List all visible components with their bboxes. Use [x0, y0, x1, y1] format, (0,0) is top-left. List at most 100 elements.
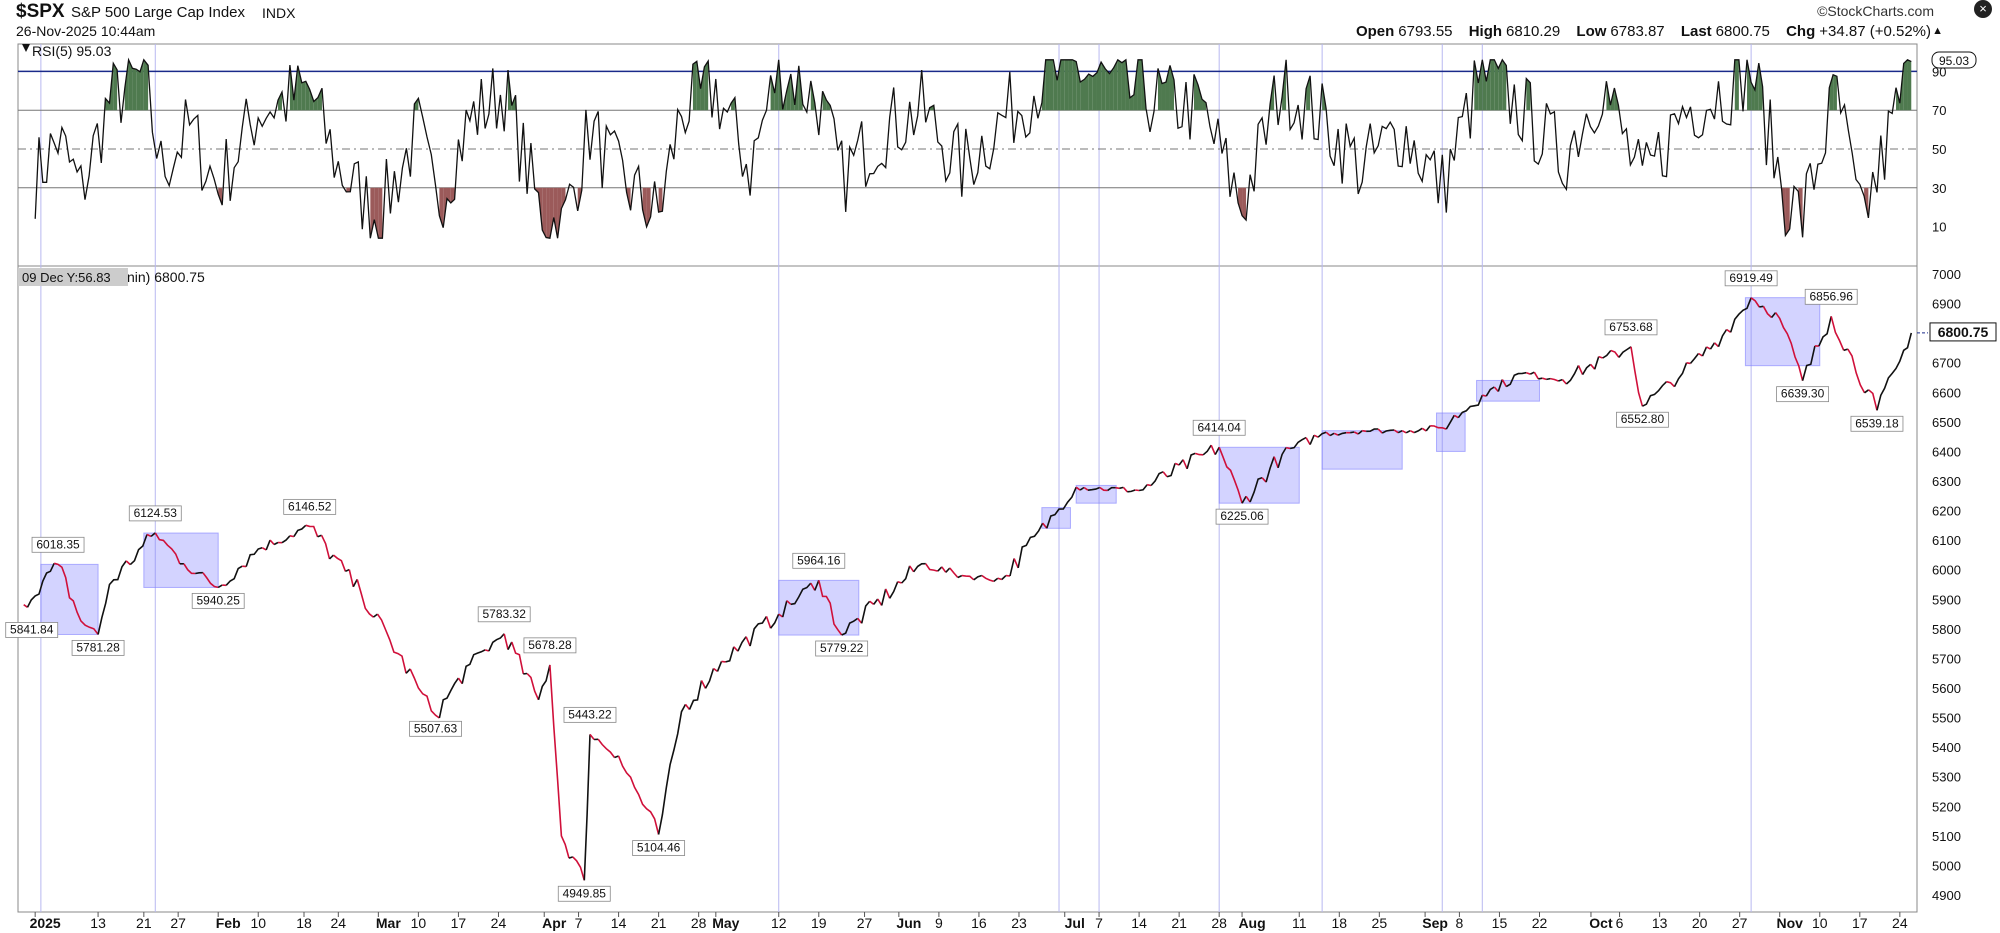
x-tick-label: 21 [136, 915, 152, 931]
x-tick-label: 17 [451, 915, 467, 931]
price-series-segment [614, 755, 619, 759]
x-tick-label: 18 [296, 915, 312, 931]
price-series-segment [869, 600, 875, 606]
rsi-overbought-fill [278, 91, 282, 111]
price-series-segment [1561, 379, 1567, 385]
rsi-oversold-fill [1242, 187, 1247, 221]
rsi-overbought-fill [1478, 59, 1483, 111]
price-tick-label: 6500 [1932, 415, 1961, 430]
price-annotation-box [557, 885, 611, 902]
price-annotation-box [632, 840, 686, 856]
price-series-segment [925, 563, 938, 572]
x-tick-label: 10 [411, 915, 427, 931]
price-series-segment [1538, 377, 1543, 380]
rsi-overbought-fill [1049, 59, 1054, 111]
price-annotation-box [792, 552, 846, 569]
price-series-segment [150, 532, 156, 538]
x-tick-label: 10 [1812, 915, 1828, 931]
x-tick-label: Sep [1422, 915, 1448, 931]
price-series-segment [289, 535, 295, 538]
rsi-overbought-fill [1060, 59, 1065, 111]
collapse-arrow-icon[interactable]: ▲ [1932, 25, 1943, 37]
rsi-overbought-fill [1137, 59, 1142, 111]
highlight-box [1321, 430, 1403, 470]
price-annotation-label: 6414.04 [1197, 420, 1241, 434]
price-series-segment [704, 668, 715, 689]
price-series-segment [1581, 363, 1592, 376]
price-series-segment [657, 704, 687, 835]
price-series-segment [1843, 348, 1849, 352]
price-tick-label: 5400 [1932, 740, 1961, 755]
price-annotation-box [477, 606, 531, 623]
x-tick-label: Feb [216, 915, 241, 931]
rsi-oversold-fill [450, 187, 455, 203]
rsi-overbought-fill [1053, 59, 1058, 111]
rsi-overbought-fill [1198, 84, 1203, 111]
price-series-segment [202, 572, 219, 589]
rsi-tick-label: 50 [1932, 142, 1946, 157]
rsi-marker-icon [22, 44, 30, 52]
rsi-oversold-fill [658, 187, 663, 213]
price-series-segment [457, 677, 463, 685]
price-series-segment [1618, 346, 1632, 358]
price-series-segment [597, 738, 616, 758]
price-series-segment [461, 649, 486, 684]
price-series-segment [1182, 459, 1188, 470]
brand-label[interactable]: ©StockCharts.com [1817, 3, 1934, 19]
price-series-segment [146, 533, 152, 538]
rsi-overbought-fill [1494, 59, 1499, 111]
last-value-tag [1929, 322, 1997, 342]
rsi-overbought-fill [1088, 74, 1093, 111]
price-series-segment [583, 734, 591, 881]
price-series-segment [901, 565, 911, 584]
price-series-segment [1277, 447, 1287, 469]
price-series-segment [810, 582, 816, 591]
price-series-segment [1729, 297, 1752, 333]
price-series-segment [1107, 486, 1116, 492]
price-series-segment [281, 535, 291, 544]
price-series-segment [97, 560, 127, 635]
rsi-oversold-fill [542, 187, 547, 238]
price-tick-label: 6100 [1932, 533, 1961, 548]
rsi-overbought-fill [700, 66, 705, 111]
price-series-segment [949, 567, 959, 579]
price-series-segment [884, 588, 891, 599]
x-tick-label: 2025 [30, 915, 61, 931]
price-series-segment [1666, 380, 1676, 388]
price-series-segment [769, 613, 780, 629]
price-series-segment [409, 668, 440, 719]
price-annotation-label: 6225.06 [1220, 509, 1264, 523]
price-tick-label: 7000 [1932, 267, 1961, 282]
price-series-segment [786, 600, 792, 605]
x-tick-label: 20 [1692, 915, 1708, 931]
price-series-segment [857, 617, 863, 624]
price-annotation-label: 6552.80 [1621, 412, 1665, 426]
price-annotation-box [1192, 419, 1246, 436]
price-series-segment [1333, 432, 1339, 436]
price-series-segment [937, 566, 943, 572]
rsi-overbought-fill [1129, 94, 1134, 111]
price-series-segment [716, 661, 723, 672]
chart-header: $SPX S&P 500 Large Cap Index INDX 26-Nov… [0, 0, 2000, 44]
price-tick-label: 6700 [1932, 356, 1961, 371]
highlight-box [1218, 446, 1300, 504]
price-series-segment [1577, 365, 1584, 375]
close-icon[interactable]: × [1974, 0, 1992, 18]
price-series-segment [1598, 355, 1603, 359]
rsi-overbought-fill [113, 63, 118, 111]
price-series-segment [568, 856, 574, 859]
rsi-overbought-fill [132, 68, 137, 111]
price-series-segment [1350, 431, 1355, 434]
x-tick-label: 23 [1011, 915, 1027, 931]
price-series-segment [1305, 437, 1311, 445]
price-series-segment [507, 641, 513, 650]
price-series-segment [1218, 447, 1243, 504]
price-series-segment [1750, 297, 1760, 308]
price-series-segment [1453, 414, 1459, 419]
price-series-segment [1210, 444, 1216, 455]
price-series-segment [195, 571, 203, 575]
price-series-segment [961, 574, 975, 581]
x-tick-label: 24 [331, 915, 347, 931]
price-tick-label: 5100 [1932, 829, 1961, 844]
